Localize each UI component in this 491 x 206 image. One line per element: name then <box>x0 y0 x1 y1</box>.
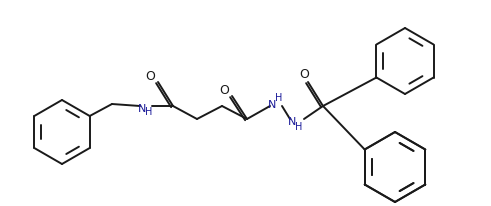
Text: H: H <box>145 107 153 116</box>
Text: O: O <box>145 70 155 83</box>
Text: N: N <box>138 103 146 114</box>
Text: O: O <box>299 68 309 81</box>
Text: H: H <box>295 121 302 131</box>
Text: O: O <box>219 84 229 97</box>
Text: N: N <box>288 116 296 126</box>
Text: N: N <box>268 99 276 109</box>
Text: H: H <box>275 92 283 103</box>
